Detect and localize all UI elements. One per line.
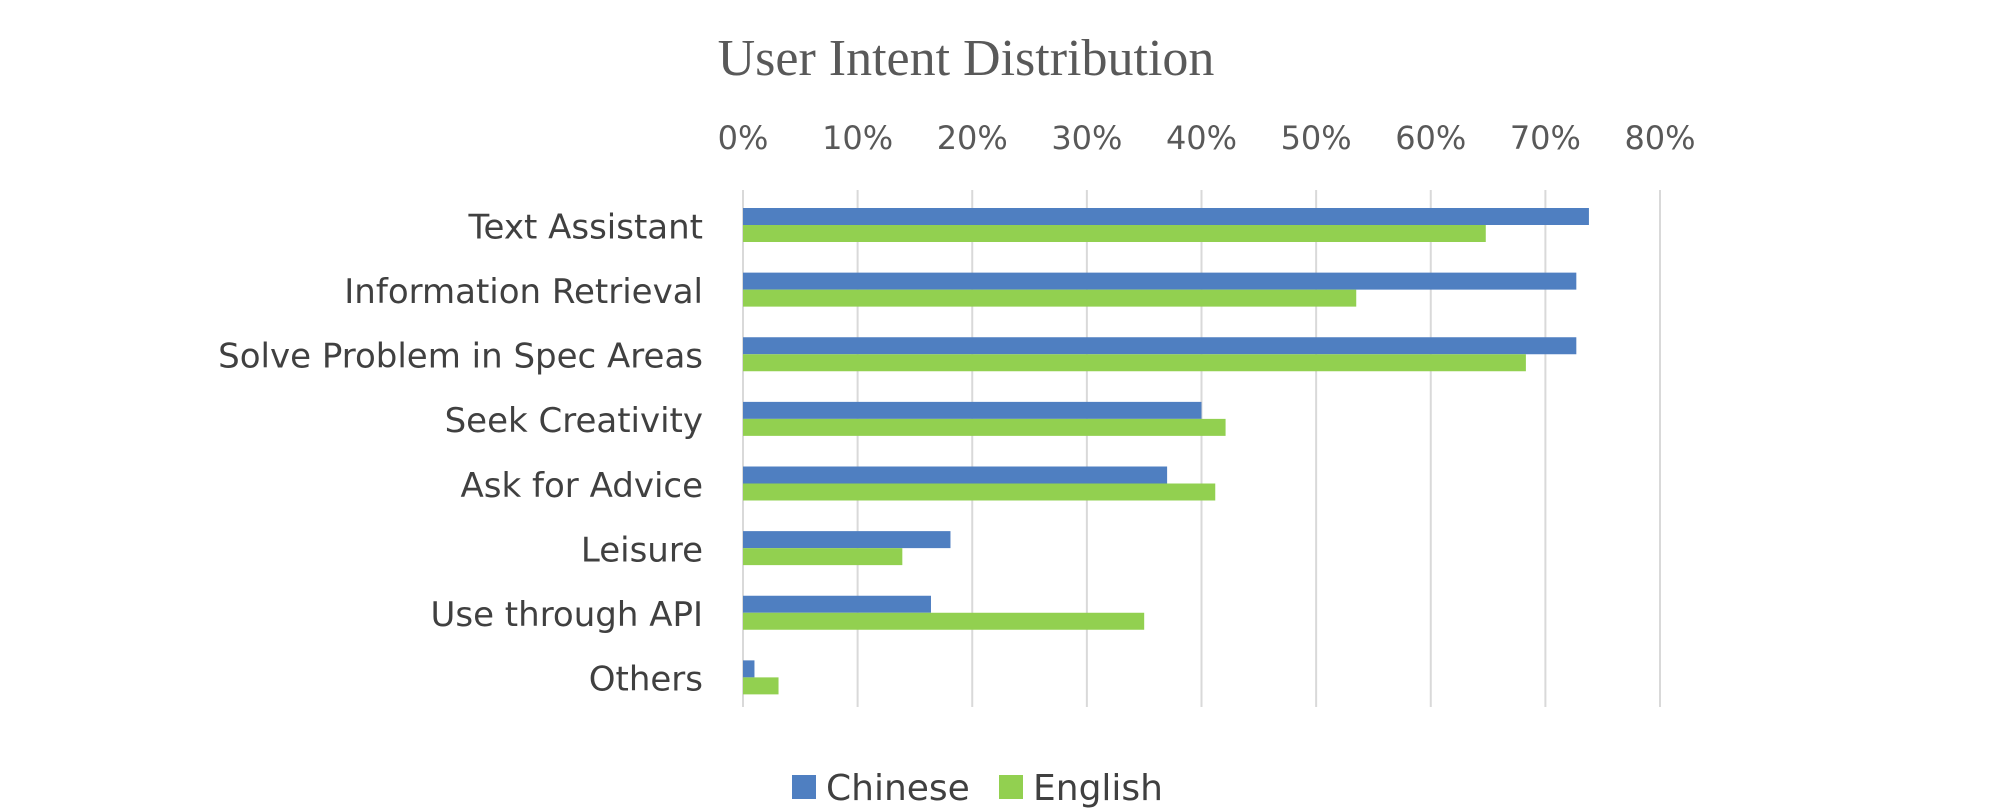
chart-title: User Intent Distribution bbox=[718, 30, 1215, 87]
bar-chinese bbox=[743, 466, 1168, 484]
x-tick-label: 30% bbox=[1051, 119, 1122, 157]
bar-english bbox=[743, 612, 1145, 630]
category-label: Text Assistant bbox=[468, 207, 703, 247]
bar-chinese bbox=[743, 272, 1577, 290]
bar-english bbox=[743, 289, 1357, 307]
category-label: Information Retrieval bbox=[344, 272, 703, 312]
category-label: Seek Creativity bbox=[445, 401, 703, 441]
x-tick-label: 40% bbox=[1166, 119, 1237, 157]
category-label: Solve Problem in Spec Areas bbox=[218, 337, 703, 377]
legend-swatch bbox=[792, 775, 816, 799]
legend-swatch bbox=[999, 775, 1023, 799]
x-tick-label: 20% bbox=[937, 119, 1008, 157]
category-label: Ask for Advice bbox=[461, 466, 703, 506]
bar-english bbox=[743, 483, 1216, 501]
x-tick-label: 50% bbox=[1281, 119, 1352, 157]
bar-english bbox=[743, 677, 779, 695]
x-tick-label: 60% bbox=[1395, 119, 1466, 157]
bar-chinese bbox=[743, 531, 951, 549]
x-tick-label: 10% bbox=[822, 119, 893, 157]
x-tick-label: 70% bbox=[1510, 119, 1581, 157]
category-labels: Text Assistant Information Retrieval Solve… bbox=[218, 207, 703, 699]
legend-label: English bbox=[1033, 768, 1163, 809]
legend-label: Chinese bbox=[826, 768, 970, 809]
category-label: Leisure bbox=[581, 530, 703, 570]
x-tick-label: 80% bbox=[1624, 119, 1695, 157]
x-tick-label: 0% bbox=[718, 119, 769, 157]
bar-chinese bbox=[743, 595, 931, 613]
category-label: Others bbox=[589, 660, 703, 700]
bar-english bbox=[743, 354, 1526, 372]
legend: Chinese English bbox=[792, 768, 1163, 809]
x-axis-ticks: 0% 10% 20% 30% 40% 50% 60% 70% 80% bbox=[718, 119, 1696, 157]
bar-english bbox=[743, 418, 1226, 436]
bar-english bbox=[743, 548, 903, 566]
bars bbox=[743, 208, 1589, 695]
bar-chinese bbox=[743, 337, 1577, 355]
category-label: Use through API bbox=[430, 595, 703, 635]
bar-english bbox=[743, 225, 1486, 242]
bar-chinese bbox=[743, 208, 1589, 225]
bar-chinese bbox=[743, 401, 1202, 419]
bar-chinese bbox=[743, 660, 755, 678]
